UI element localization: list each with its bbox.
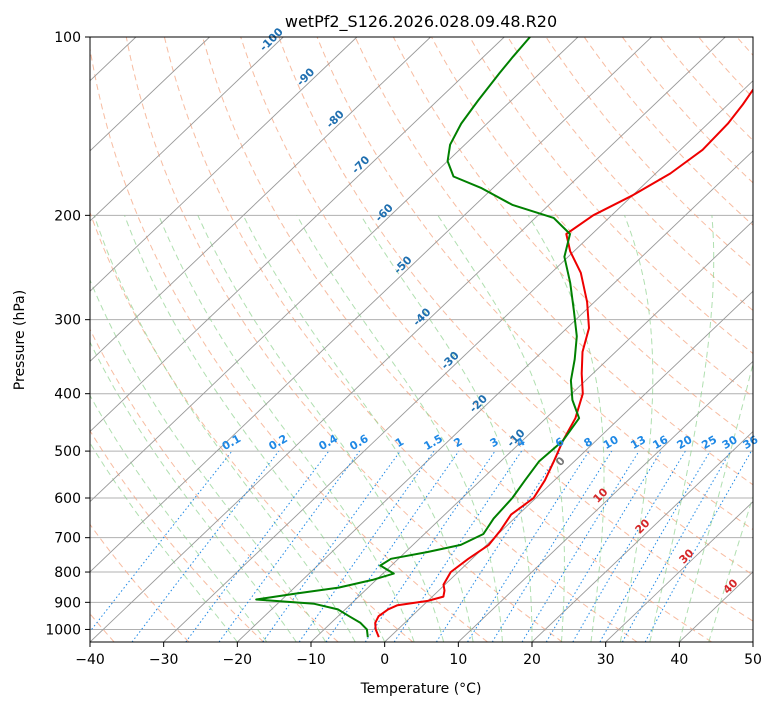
x-tick-label: 50 — [744, 652, 762, 668]
mixing-ratio-line — [262, 450, 401, 642]
isotherm-line — [90, 37, 579, 503]
dry-adiabat-line — [125, 37, 563, 642]
mixing-ratio-line — [90, 450, 233, 633]
moist-adiabat-line — [90, 341, 297, 642]
x-axis-title: Temperature (°C) — [360, 681, 482, 697]
dewpoint-profile-line — [255, 37, 581, 638]
moist-adiabat-line — [93, 215, 356, 642]
y-tick-label: 200 — [54, 208, 81, 224]
chart-title: wetPf2_S126.2026.028.09.48.R20 — [285, 12, 557, 32]
moist-adiabat-line — [649, 215, 715, 642]
x-tick-label: −10 — [296, 652, 326, 668]
dry-adiabat-line — [90, 328, 339, 642]
y-tick-label: 500 — [54, 444, 81, 460]
y-tick-label: 700 — [54, 531, 81, 547]
background-lines — [90, 37, 753, 642]
isotherm-line — [90, 37, 210, 152]
dry-adiabat-line — [545, 37, 753, 269]
dry-adiabat-line — [90, 523, 190, 642]
y-tick-label: 300 — [54, 313, 81, 329]
isotherm-line — [237, 150, 753, 642]
isotherm-line — [90, 37, 652, 573]
dry-adiabat-line — [507, 37, 753, 312]
mixing-ratio-line — [435, 450, 561, 642]
y-axis-title: Pressure (hPa) — [12, 290, 28, 390]
isotherm-line — [531, 430, 753, 642]
x-tick-label: 20 — [523, 652, 541, 668]
y-tick-label: 800 — [54, 565, 81, 581]
mixing-ratio-line — [364, 450, 496, 642]
x-tick-label: −20 — [223, 652, 253, 668]
moist-adiabat-line — [90, 278, 327, 642]
isotherm-line — [163, 80, 753, 642]
isotherm-line — [458, 360, 753, 642]
moist-adiabat-line — [619, 215, 654, 642]
x-tick-label: 0 — [380, 652, 389, 668]
dry-adiabat-line — [90, 45, 488, 642]
x-tick-label: −30 — [149, 652, 179, 668]
mixing-ratio-line — [131, 450, 280, 642]
x-tick-label: −40 — [75, 652, 105, 668]
moist-adiabat-line — [242, 215, 474, 642]
axes: −40 −30 −20 −10 0 10 20 30 40 50 100 200 300 400 500 60… — [45, 30, 762, 668]
mixing-ratio-line — [467, 450, 590, 642]
isotherm-line — [90, 37, 505, 433]
dry-adiabat-line — [202, 37, 712, 642]
mixing-ratio-line — [644, 450, 752, 642]
moist-adiabat-line — [124, 215, 386, 642]
dry-adiabat-line — [240, 37, 753, 622]
isotherm-line — [90, 37, 284, 222]
dry-adiabat-line — [163, 37, 638, 642]
y-tick-label: 900 — [54, 595, 81, 611]
mixing-ratio-line — [218, 450, 361, 642]
plot-frame — [89, 36, 754, 643]
moist-adiabat-line — [437, 215, 565, 642]
dry-adiabat-line — [621, 37, 753, 184]
dry-adiabat-line — [660, 37, 753, 142]
isotherm-line — [605, 501, 753, 642]
isotherm-line — [90, 37, 358, 292]
x-tick-label: 40 — [670, 652, 688, 668]
mixing-ratio-line — [491, 450, 613, 642]
mixing-ratio-line — [599, 450, 711, 642]
y-tick-label: 600 — [54, 491, 81, 507]
isotherm-line — [90, 37, 431, 362]
dry-adiabat-line — [90, 211, 414, 642]
mixing-ratio-line — [521, 450, 640, 642]
y-tick-label: 400 — [54, 387, 81, 403]
dry-adiabat-line — [316, 37, 753, 531]
mixing-ratio-line — [572, 450, 686, 642]
y-tick-label: 100 — [54, 30, 81, 46]
isotherm-line — [90, 37, 726, 642]
x-tick-label: 10 — [449, 652, 467, 668]
mixing-ratio-line — [545, 450, 662, 642]
mixing-ratio-line — [621, 450, 732, 642]
dry-adiabat-line — [431, 37, 753, 398]
y-tick-label: 1000 — [45, 622, 81, 638]
x-tick-label: 30 — [597, 652, 615, 668]
dry-adiabat-line — [469, 37, 753, 355]
profile-series — [255, 37, 753, 638]
dry-adiabat-line — [354, 37, 753, 486]
isotherm-line — [310, 220, 753, 642]
mixing-ratio-line — [298, 450, 435, 642]
